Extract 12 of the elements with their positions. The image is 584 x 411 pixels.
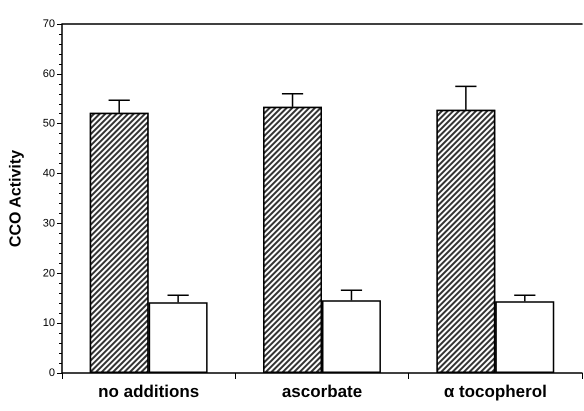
y-tick-label: 40 — [42, 168, 55, 180]
y-tick-label: 10 — [42, 317, 55, 330]
y-axis-title: CCO Activity — [8, 150, 24, 248]
y-tick-label: 70 — [42, 18, 55, 30]
y-tick-label: 0 — [48, 367, 55, 379]
x-tick-label: ascorbate — [282, 382, 362, 401]
y-tick-label: 20 — [42, 267, 55, 280]
x-tick-label: α tocopherol — [444, 382, 547, 401]
x-tick-label: no additions — [98, 382, 200, 401]
y-tick-label: 50 — [42, 118, 55, 130]
y-tick-label: 60 — [42, 68, 55, 80]
y-tick-label: 30 — [42, 217, 55, 230]
